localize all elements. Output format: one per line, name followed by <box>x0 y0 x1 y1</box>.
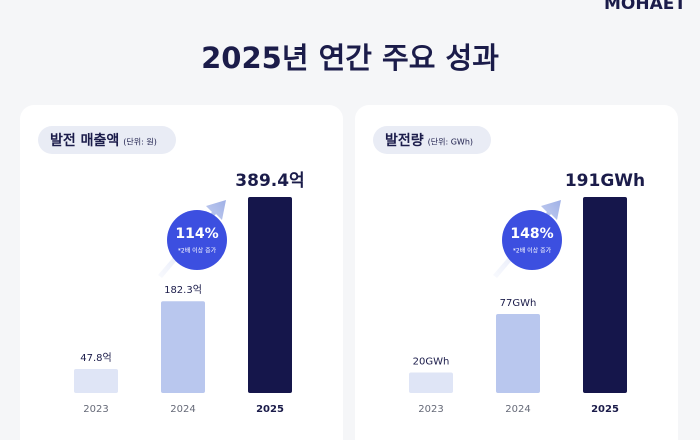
logo: MOHAET <box>604 0 686 14</box>
page-title: 2025년 연간 주요 성과 <box>201 41 499 75</box>
card-unit: (단위: GWh) <box>428 137 473 147</box>
card-header-pill <box>373 126 491 154</box>
x-tick-label: 2025 <box>591 404 619 415</box>
bar <box>74 368 118 393</box>
x-tick-label: 2024 <box>505 404 530 415</box>
x-tick-label: 2024 <box>170 404 195 415</box>
growth-rate: 114% <box>175 226 218 242</box>
x-tick-label: 2023 <box>83 404 108 415</box>
value-label: 191GWh <box>565 171 645 191</box>
growth-note: *2배 이상 증가 <box>178 247 217 255</box>
growth-note: *2배 이상 증가 <box>513 247 552 255</box>
x-tick-label: 2025 <box>256 404 284 415</box>
bar <box>409 372 453 393</box>
card-title: 발전량 <box>385 132 424 149</box>
bar <box>496 313 540 393</box>
value-label: 20GWh <box>413 356 450 367</box>
bar <box>161 301 205 393</box>
growth-badge <box>502 210 562 270</box>
value-label: 47.8억 <box>80 352 111 364</box>
card-unit: (단위: 원) <box>123 137 157 147</box>
value-label: 182.3억 <box>164 284 202 296</box>
growth-rate: 148% <box>510 226 553 242</box>
value-label: 389.4억 <box>235 171 304 191</box>
x-tick-label: 2023 <box>418 404 443 415</box>
card-header-pill <box>38 126 176 154</box>
value-label: 77GWh <box>500 298 537 309</box>
growth-badge <box>167 210 227 270</box>
bar <box>248 197 292 393</box>
card-title: 발전 매출액 <box>50 132 119 149</box>
bar <box>583 197 627 393</box>
